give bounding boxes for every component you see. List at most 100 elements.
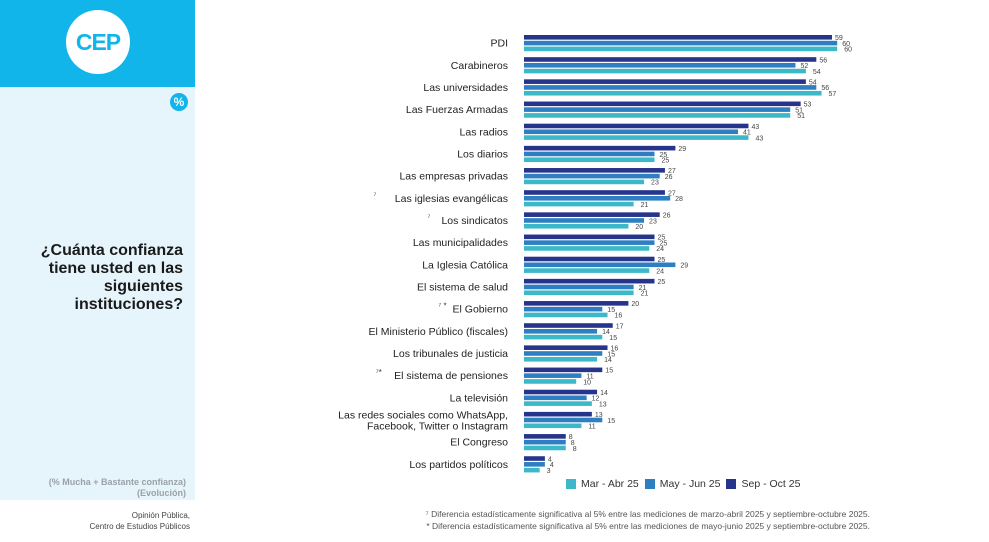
legend-swatch — [726, 479, 737, 489]
chart-legend: Mar - Abr 25 May - Jun 25 Sep - Oct 25 — [566, 478, 806, 490]
bar — [524, 334, 603, 340]
bar — [524, 439, 566, 445]
bar — [524, 379, 577, 384]
data-label: 21 — [641, 202, 649, 209]
data-label: 27 — [668, 190, 676, 197]
legend-swatch — [644, 479, 655, 489]
bar — [524, 179, 645, 185]
data-label: 15 — [607, 307, 615, 314]
bar — [524, 423, 582, 429]
source-line-2: Centro de Estudios Públicos — [89, 522, 191, 531]
category-label: Los tribunales de justicia — [393, 348, 508, 360]
bar — [524, 467, 540, 473]
bar — [524, 35, 832, 40]
data-label: 16 — [615, 313, 623, 320]
category-label: La televisión — [450, 392, 509, 404]
legend-swatch — [566, 479, 576, 489]
bar — [524, 456, 545, 461]
bar — [524, 62, 796, 68]
category-label: Las iglesias evangélicas — [395, 193, 508, 205]
bar — [524, 278, 655, 284]
bar — [524, 79, 806, 84]
bar — [524, 417, 603, 423]
category-label: Las Fuerzas Armadas — [406, 104, 508, 116]
bar — [524, 256, 655, 262]
bar — [524, 46, 838, 52]
data-label: 8 — [569, 434, 573, 441]
data-label: 25 — [658, 235, 666, 242]
bar — [524, 329, 598, 334]
bar — [524, 345, 608, 350]
category-label: Los partidos políticos — [409, 459, 508, 471]
bar-group: Los sindicatos ⁷ 26 23 20 — [427, 212, 671, 231]
significance-marker: ⁷* — [376, 368, 382, 377]
category-label: El sistema de salud — [417, 281, 508, 293]
data-label: 17 — [616, 323, 624, 330]
bar — [524, 129, 739, 135]
category-label: Las empresas privadas — [399, 171, 508, 183]
bar — [524, 367, 603, 373]
cep-logo: CEP — [66, 10, 130, 74]
bar — [524, 151, 655, 157]
legend-item-may-jun: May - Jun 25 — [644, 478, 720, 490]
data-label: 54 — [813, 69, 821, 76]
category-label: Los sindicatos — [441, 215, 508, 227]
category-label: Facebook, Twitter o Instagram — [367, 420, 508, 432]
data-label: 51 — [795, 107, 803, 114]
bar-group: La Iglesia Católica 25 29 24 — [422, 256, 688, 275]
bar — [524, 389, 598, 395]
bar — [524, 85, 817, 90]
bar — [524, 195, 671, 201]
data-label: 26 — [665, 174, 673, 181]
bar-group: Carabineros 56 52 54 — [451, 57, 827, 76]
data-label: 16 — [611, 345, 619, 352]
data-label: 14 — [600, 390, 608, 397]
bar — [524, 268, 650, 273]
legend-label: Mar - Abr 25 — [581, 478, 639, 490]
data-label: 41 — [743, 130, 751, 137]
data-label: 20 — [635, 224, 643, 231]
subtitle-line-1: (% Mucha + Bastante confianza) — [48, 477, 186, 487]
data-label: 23 — [649, 218, 657, 225]
bar — [524, 223, 629, 229]
bar — [524, 351, 603, 356]
data-label: 3 — [547, 468, 551, 475]
bar — [524, 262, 676, 268]
bar — [524, 234, 655, 240]
data-label: 51 — [797, 113, 805, 120]
data-label: 57 — [829, 91, 837, 98]
category-label: Las municipalidades — [413, 237, 508, 249]
bar — [524, 290, 634, 296]
question-title: ¿Cuánta confianza tiene usted en las sig… — [40, 242, 183, 313]
data-label: 52 — [800, 63, 808, 70]
bar — [524, 107, 791, 112]
percent-icon: % — [170, 93, 188, 111]
data-label: 56 — [819, 57, 827, 64]
data-label: 60 — [842, 41, 850, 48]
bar — [524, 168, 665, 173]
bar — [524, 68, 806, 74]
data-label: 13 — [595, 412, 603, 419]
data-label: 25 — [660, 240, 668, 247]
data-label: 53 — [804, 102, 812, 109]
chart-subtitle: (% Mucha + Bastante confianza) (Evolució… — [0, 477, 186, 499]
data-label: 25 — [660, 152, 668, 159]
category-label: El Congreso — [450, 437, 508, 449]
data-label: 20 — [631, 301, 639, 308]
data-label: 14 — [602, 329, 610, 336]
data-label: 10 — [583, 379, 591, 386]
data-label: 43 — [751, 124, 759, 131]
legend-item-sep-oct: Sep - Oct 25 — [726, 478, 800, 490]
sidebar-panel — [0, 87, 195, 500]
data-label: 15 — [607, 351, 615, 358]
